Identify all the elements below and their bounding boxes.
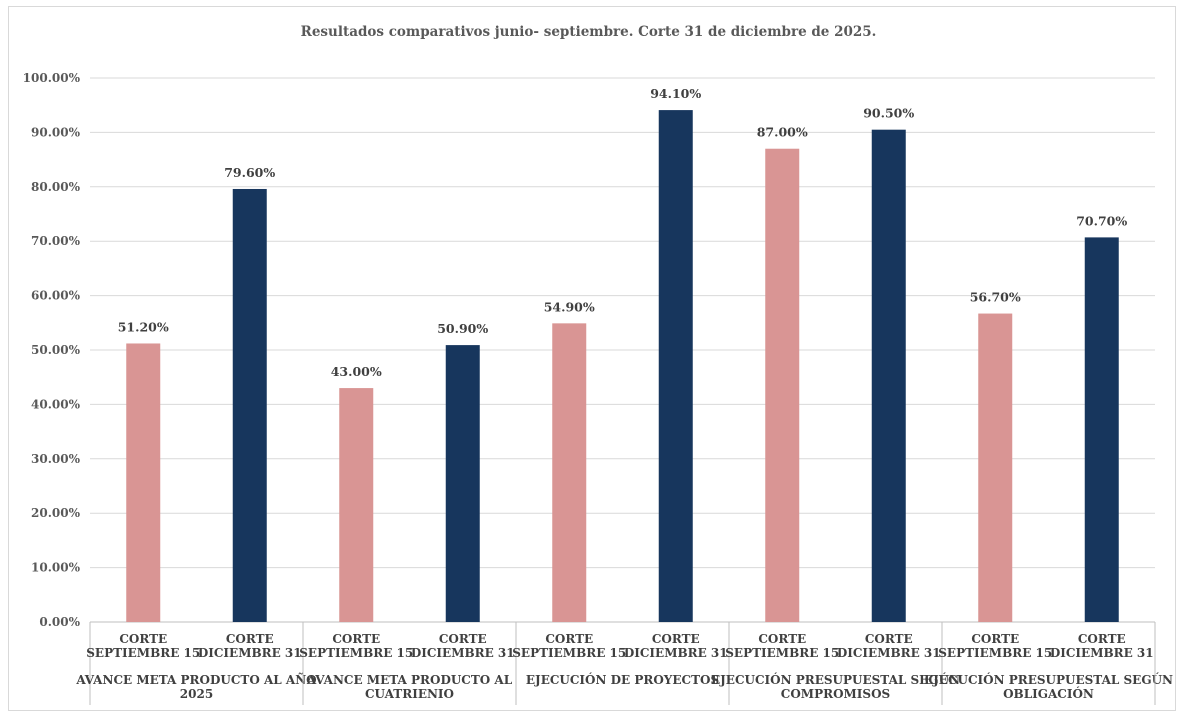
category-label: DICIEMBRE 31 <box>837 646 941 660</box>
bar <box>232 188 267 622</box>
category-label: SEPTIEMBRE 15 <box>938 646 1052 660</box>
bar <box>552 323 587 622</box>
data-label: 43.00% <box>331 364 382 379</box>
bar <box>339 388 374 622</box>
data-label: 51.20% <box>118 319 169 334</box>
category-label: SEPTIEMBRE 15 <box>725 646 839 660</box>
group-label: EJECUCIÓN PRESUPUESTAL SEGÚN <box>924 671 1173 687</box>
category-label: CORTE <box>758 632 806 646</box>
chart-title: Resultados comparativos junio- septiembr… <box>300 24 877 40</box>
category-label: CORTE <box>332 632 380 646</box>
data-label: 90.50% <box>863 106 914 121</box>
group-label: OBLIGACIÓN <box>1003 685 1094 701</box>
group-label: COMPROMISOS <box>781 687 890 701</box>
category-label: DICIEMBRE 31 <box>624 646 728 660</box>
group-label: EJECUCIÓN PRESUPUESTAL SEGÚN <box>711 671 960 687</box>
group-label: CUATRIENIO <box>365 687 454 701</box>
bar <box>126 343 161 622</box>
y-tick-label: 10.00% <box>31 561 81 575</box>
data-label: 54.90% <box>544 299 595 314</box>
category-label: DICIEMBRE 31 <box>1050 646 1154 660</box>
category-label: DICIEMBRE 31 <box>411 646 515 660</box>
y-tick-label: 20.00% <box>31 506 81 520</box>
y-tick-label: 100.00% <box>23 71 81 85</box>
data-label: 87.00% <box>757 125 808 140</box>
category-label: DICIEMBRE 31 <box>198 646 302 660</box>
data-label: 50.90% <box>437 321 488 336</box>
y-tick-label: 30.00% <box>31 452 81 466</box>
y-tick-label: 50.00% <box>31 343 81 357</box>
group-label: EJECUCIÓN DE PROYECTOS <box>526 671 719 687</box>
category-label: CORTE <box>439 632 487 646</box>
category-label: SEPTIEMBRE 15 <box>86 646 200 660</box>
bar <box>765 148 800 622</box>
data-label: 79.60% <box>224 165 275 180</box>
bar <box>1084 237 1119 622</box>
data-label: 56.70% <box>970 290 1021 305</box>
category-label: CORTE <box>226 632 274 646</box>
y-tick-label: 0.00% <box>39 615 80 629</box>
category-label: CORTE <box>119 632 167 646</box>
data-label: 94.10% <box>650 86 701 101</box>
bar <box>445 345 480 622</box>
bar <box>871 129 906 622</box>
category-label: CORTE <box>545 632 593 646</box>
category-label: SEPTIEMBRE 15 <box>512 646 626 660</box>
category-label: CORTE <box>1078 632 1126 646</box>
category-label: CORTE <box>865 632 913 646</box>
category-label: SEPTIEMBRE 15 <box>299 646 413 660</box>
category-label: CORTE <box>652 632 700 646</box>
group-label: AVANCE META PRODUCTO AL AÑO <box>75 672 316 687</box>
bar <box>978 313 1013 622</box>
data-label: 70.70% <box>1076 213 1127 228</box>
group-label: AVANCE META PRODUCTO AL <box>306 673 513 687</box>
bar <box>658 110 693 622</box>
y-tick-label: 90.00% <box>31 125 81 139</box>
y-tick-label: 80.00% <box>31 180 81 194</box>
y-tick-label: 60.00% <box>31 289 81 303</box>
category-label: CORTE <box>971 632 1019 646</box>
group-label: 2025 <box>180 687 213 701</box>
y-tick-label: 40.00% <box>31 397 81 411</box>
y-tick-label: 70.00% <box>31 234 81 248</box>
